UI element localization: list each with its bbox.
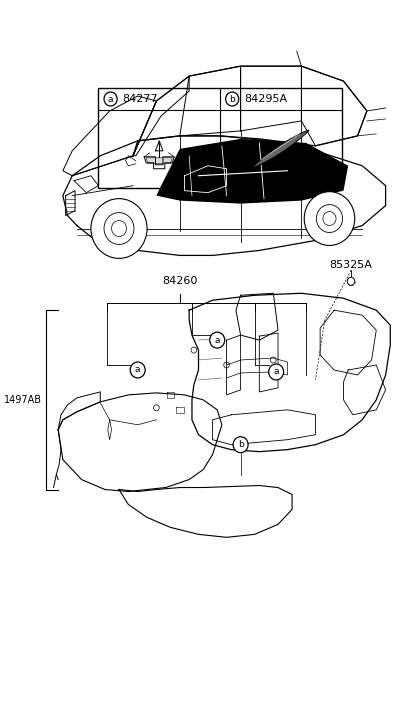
Polygon shape — [253, 130, 309, 168]
Text: 84260: 84260 — [162, 276, 198, 286]
Circle shape — [304, 192, 355, 246]
Text: b: b — [229, 95, 235, 103]
Text: a: a — [108, 95, 113, 103]
Bar — [99, 88, 342, 188]
Text: a: a — [135, 366, 141, 374]
Circle shape — [91, 198, 147, 258]
Circle shape — [130, 362, 145, 378]
Circle shape — [225, 92, 239, 106]
Circle shape — [210, 332, 225, 348]
Text: 85325A: 85325A — [329, 260, 372, 270]
Polygon shape — [156, 139, 348, 204]
Text: a: a — [215, 336, 220, 345]
Text: 1497AB: 1497AB — [4, 395, 42, 405]
Text: b: b — [238, 440, 243, 449]
Polygon shape — [146, 158, 172, 164]
Text: 84277: 84277 — [123, 94, 158, 104]
Circle shape — [269, 364, 284, 380]
Circle shape — [104, 92, 117, 106]
Text: 84295A: 84295A — [244, 94, 287, 104]
Text: a: a — [273, 367, 279, 377]
Circle shape — [233, 437, 248, 453]
Circle shape — [347, 277, 355, 285]
